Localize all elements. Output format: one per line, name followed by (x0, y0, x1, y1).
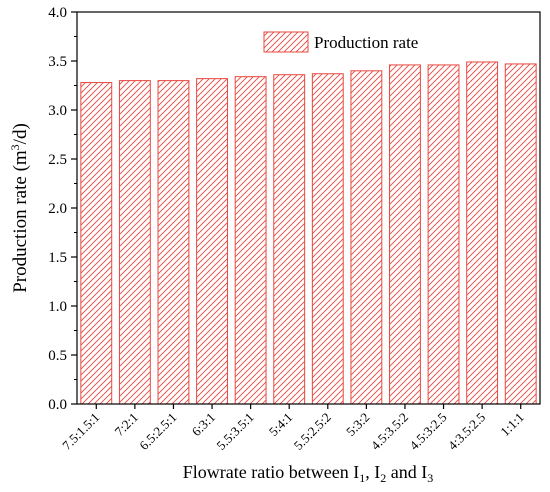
y-tick-label: 0.5 (48, 348, 67, 364)
legend: Production rate (263, 31, 418, 53)
bar (234, 76, 267, 405)
bar (196, 78, 228, 405)
bar (80, 82, 113, 405)
y-tick-label: 0.0 (48, 397, 67, 413)
x-tick-label: 5.5:3.5:1 (213, 410, 256, 453)
x-tick-label: 6.5:2.5:1 (136, 410, 179, 453)
bar (157, 80, 190, 405)
y-tick-label: 1.0 (48, 299, 67, 315)
x-axis: 7.5:1.5:1 7:2:16.5:2.5:1 6:3:15.5:3.5:1 5:4… (59, 404, 527, 453)
y-tick-label: 1.5 (48, 250, 67, 266)
x-axis-label-subscript: 1 (359, 471, 365, 485)
x-tick-label: 5:3:2 (343, 410, 373, 440)
legend-label: Production rate (314, 33, 418, 52)
bar (427, 64, 460, 405)
x-tick-label: 6:3:1 (189, 410, 219, 440)
x-tick-label: 4:3.5:2.5 (445, 410, 488, 453)
y-axis-label-part: Production rate (m (10, 150, 31, 293)
y-tick-label: 4.0 (48, 5, 67, 21)
x-tick-label: 5:4:1 (266, 410, 296, 440)
bar (504, 63, 537, 405)
bar (350, 70, 383, 405)
x-axis-label-subscript: 3 (427, 471, 433, 485)
y-axis-label: Production rate (m3/d) (8, 123, 31, 293)
bar (311, 73, 344, 405)
x-tick-label: 5.5:2.5:2 (291, 410, 334, 453)
y-tick-label: 2.0 (48, 201, 67, 217)
bar (273, 74, 306, 405)
y-tick-label: 3.5 (48, 54, 67, 70)
x-axis-label-part: , I (365, 462, 380, 482)
x-tick-label: 7.5:1.5:1 (59, 410, 102, 453)
bar (466, 61, 499, 405)
x-axis-label-part: Flowrate ratio between I (183, 462, 359, 482)
x-axis-label-part: and I (386, 462, 427, 482)
x-tick-label: 4.5:3:2.5 (406, 410, 449, 453)
y-axis-label-part: /d) (10, 123, 31, 144)
x-axis-label-subscript: 2 (380, 471, 386, 485)
x-tick-label: 7:2:1 (111, 410, 141, 440)
legend-swatch (263, 31, 309, 53)
y-tick-label: 2.5 (48, 152, 67, 168)
bar (118, 80, 151, 405)
y-axis-label-superscript: 3 (8, 144, 22, 150)
bars-group (80, 61, 537, 405)
bar (389, 64, 421, 405)
y-axis: 0.0 0.5 1.0 1.5 2.0 2.5 3.0 3.5 4.0 (48, 5, 77, 413)
x-tick-label: 4.5:3.5:2 (368, 410, 411, 453)
x-axis-label: Flowrate ratio between I1, I2 and I3 (183, 462, 433, 485)
y-tick-label: 3.0 (48, 103, 67, 119)
x-tick-label: 1:1:1 (497, 410, 527, 440)
